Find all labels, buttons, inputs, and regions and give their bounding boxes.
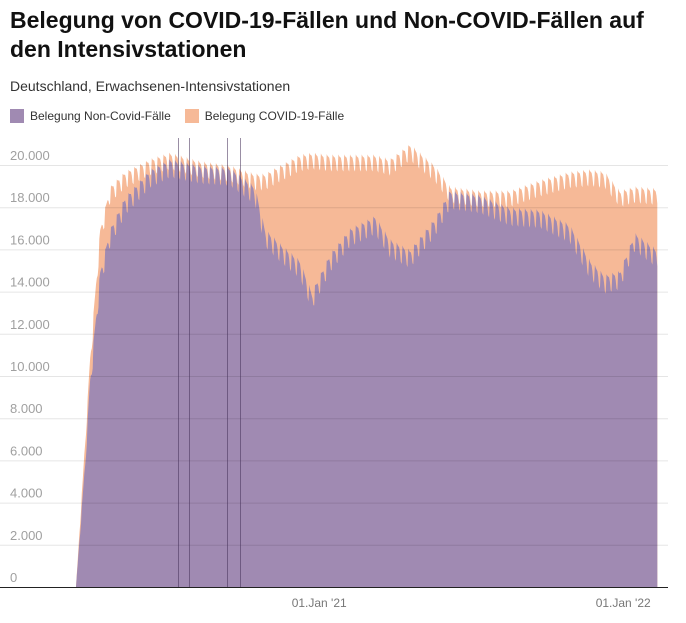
area-noncovid [76, 159, 658, 587]
y-tick-label: 2.000 [10, 528, 43, 543]
legend-item-noncovid[interactable]: Belegung Non-Covid-Fälle [10, 109, 171, 123]
legend-swatch-covid [184, 109, 199, 123]
y-tick-label: 14.000 [10, 275, 50, 290]
legend-item-covid[interactable]: Belegung COVID-19-Fälle [184, 109, 345, 123]
y-tick-label: 6.000 [10, 443, 43, 458]
y-tick-label: 0 [10, 570, 17, 585]
legend-swatch-noncovid [10, 109, 24, 123]
y-tick-label: 20.000 [10, 148, 50, 163]
y-tick-label: 12.000 [10, 317, 50, 332]
y-tick-label: 10.000 [10, 359, 50, 374]
legend-label-noncovid: Belegung Non-Covid-Fälle [30, 109, 171, 123]
y-tick-label: 16.000 [10, 232, 50, 247]
chart-subtitle: Deutschland, Erwachsenen-Intensivstation… [10, 78, 291, 94]
x-tick-label: 01.Jan '21 [292, 596, 347, 610]
y-tick-label: 4.000 [10, 486, 43, 501]
legend: Belegung Non-Covid-Fälle Belegung COVID-… [10, 109, 344, 123]
chart-title: Belegung von COVID-19-Fällen und Non-COV… [10, 7, 644, 62]
y-tick-label: 8.000 [10, 401, 43, 416]
legend-label-covid: Belegung COVID-19-Fälle [204, 109, 345, 123]
x-tick-label: 01.Jan '22 [596, 596, 651, 610]
y-tick-label: 18.000 [10, 190, 50, 205]
